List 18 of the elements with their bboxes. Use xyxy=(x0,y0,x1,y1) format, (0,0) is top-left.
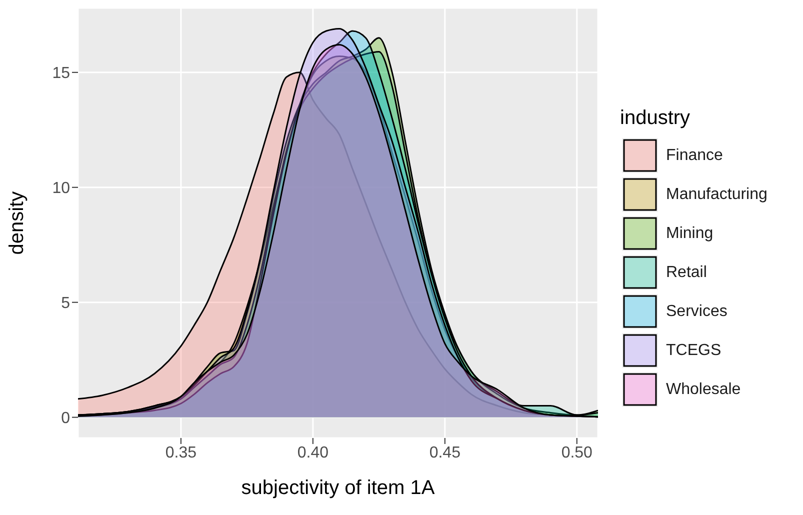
legend-label: Finance xyxy=(666,146,723,164)
x-tick-label: 0.45 xyxy=(429,444,461,462)
y-axis-title: density xyxy=(6,191,28,255)
legend-label: Wholesale xyxy=(666,380,741,398)
legend-label: Mining xyxy=(666,224,714,242)
legend-title: industry xyxy=(620,107,692,130)
x-tick-label: 0.40 xyxy=(297,444,329,462)
y-tick-label: 0 xyxy=(61,410,70,427)
y-tick-label: 15 xyxy=(52,65,70,82)
x-tick-label: 0.50 xyxy=(561,444,593,462)
y-tick-label: 5 xyxy=(61,295,70,312)
legend-label: TCEGS xyxy=(666,342,722,360)
legend-label: Manufacturing xyxy=(666,186,768,204)
y-tick-label: 10 xyxy=(52,180,70,198)
x-tick-label: 0.35 xyxy=(165,444,197,462)
x-axis-title: subjectivity of item 1A xyxy=(241,477,436,499)
legend-label: Retail xyxy=(666,264,707,282)
legend-label: Services xyxy=(666,302,728,320)
